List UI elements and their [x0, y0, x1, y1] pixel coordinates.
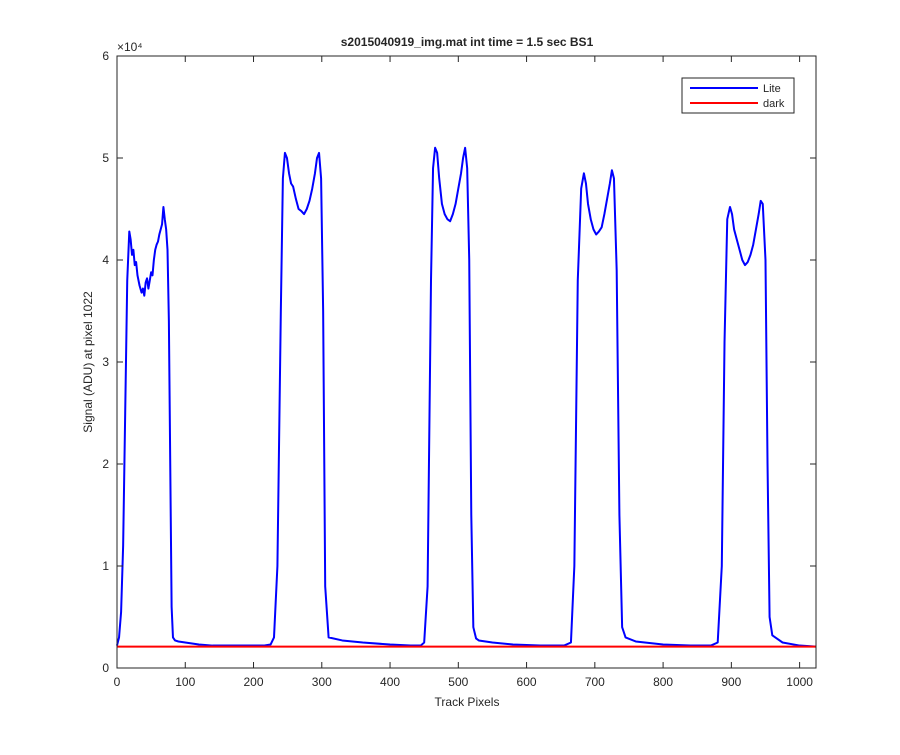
legend-box [681, 77, 795, 114]
plot-area [117, 56, 816, 668]
x-tick-label: 800 [653, 675, 673, 689]
y-axis-label: Signal (ADU) at pixel 1022 [81, 291, 95, 433]
y-tick-label: 6 [102, 49, 109, 63]
y-tick-label: 2 [102, 457, 109, 471]
y-tick-label: 5 [102, 151, 109, 165]
x-tick-label: 200 [244, 675, 264, 689]
y-tick-label: 1 [102, 559, 109, 573]
series-layer [116, 146, 817, 648]
x-tick-label: 500 [448, 675, 468, 689]
y-tick-label: 3 [102, 355, 109, 369]
x-tick-label: 100 [175, 675, 195, 689]
legend-label-lite: Lite [763, 83, 781, 95]
x-tick-label: 600 [517, 675, 537, 689]
x-tick-label: 300 [312, 675, 332, 689]
chart-title: s2015040919_img.mat int time = 1.5 sec B… [341, 35, 594, 49]
x-tick-label: 1000 [786, 675, 813, 689]
series-line-lite [116, 146, 817, 648]
y-exponent-label: ×10⁴ [117, 40, 143, 54]
x-tick-label: 0 [114, 675, 121, 689]
y-tick-label: 0 [102, 661, 109, 675]
x-tick-label: 900 [721, 675, 741, 689]
legend: Lite dark [681, 77, 795, 114]
x-tick-label: 700 [585, 675, 605, 689]
x-tick-label: 400 [380, 675, 400, 689]
ticks-layer: 0 100 200 300 400 500 600 700 800 900 1000 0 1 2 3 4 5 6 [102, 49, 816, 689]
y-tick-label: 4 [102, 253, 109, 267]
x-axis-label: Track Pixels [435, 695, 500, 709]
legend-label-dark: dark [763, 98, 785, 110]
